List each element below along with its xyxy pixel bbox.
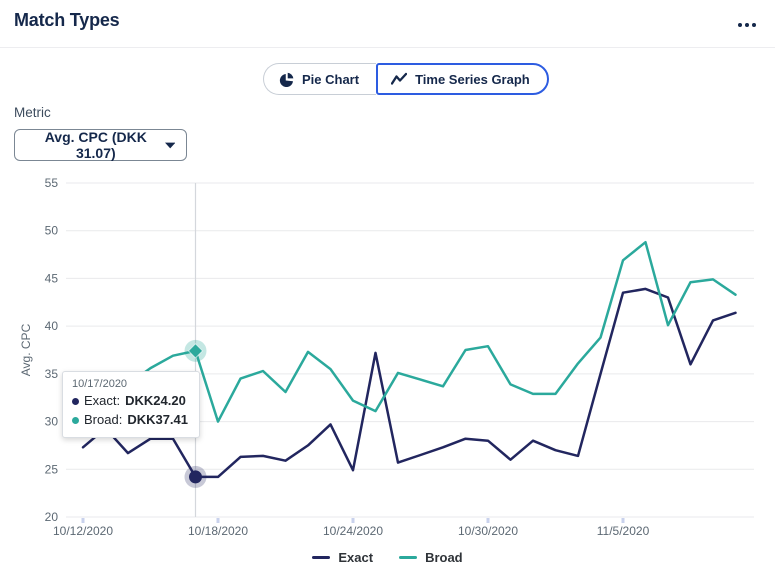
y-tick-label: 40 (45, 319, 59, 333)
x-tick-label: 10/18/2020 (188, 524, 248, 538)
tooltip-exact-label: Exact: (84, 393, 121, 408)
kebab-dot-icon (752, 23, 756, 27)
y-tick-label: 20 (45, 510, 59, 524)
y-tick-label: 30 (45, 415, 59, 429)
time-series-toggle-label: Time Series Graph (415, 71, 530, 87)
exact-line-swatch (312, 556, 331, 559)
y-tick-label: 35 (45, 367, 59, 381)
y-axis-title: Avg. CPC (19, 323, 33, 376)
time-series-toggle-button[interactable]: Time Series Graph (376, 63, 549, 95)
pie-chart-icon (279, 72, 294, 87)
exact-bullet-icon (72, 397, 79, 405)
x-tick-label: 10/12/2020 (53, 524, 113, 538)
pie-chart-toggle-button[interactable]: Pie Chart (263, 63, 377, 95)
metric-dropdown[interactable]: Avg. CPC (DKK 31.07) (14, 129, 187, 161)
chart-legend: Exact Broad (0, 550, 775, 565)
y-tick-label: 50 (45, 224, 59, 238)
chart-type-toggle: Pie Chart Time Series Graph (263, 63, 549, 95)
kebab-menu-button[interactable] (732, 16, 762, 34)
y-tick-label: 55 (45, 176, 59, 190)
tooltip-broad-row: Broad: DKK37.41 (72, 411, 188, 430)
broad-line-swatch (399, 556, 418, 559)
legend-label-broad: Broad (425, 550, 463, 565)
pie-chart-toggle-label: Pie Chart (302, 71, 360, 87)
page-title: Match Types (14, 10, 120, 30)
y-tick-label: 45 (45, 271, 59, 285)
tooltip-exact-value: DKK24.20 (125, 393, 186, 408)
metric-label: Metric (14, 105, 51, 120)
legend-item-exact[interactable]: Exact (312, 550, 373, 565)
legend-item-broad[interactable]: Broad (399, 550, 463, 565)
chart-tooltip: 10/17/2020 Exact: DKK24.20 Broad: DKK37.… (62, 371, 201, 438)
x-tick-label: 10/30/2020 (458, 524, 518, 538)
exact-series-line[interactable] (81, 287, 737, 479)
broad-highlight-marker[interactable] (187, 343, 204, 359)
tooltip-broad-label: Broad: (84, 411, 123, 427)
y-tick-label: 25 (45, 462, 59, 476)
chevron-down-icon (164, 142, 175, 148)
line-chart-icon (391, 72, 408, 85)
broad-bullet-icon (72, 416, 79, 424)
kebab-dot-icon (745, 23, 749, 27)
tooltip-exact-row: Exact: DKK24.20 (72, 392, 188, 411)
x-tick-label: 10/24/2020 (323, 524, 383, 538)
kebab-dot-icon (738, 23, 742, 27)
metric-dropdown-value: Avg. CPC (DKK 31.07) (44, 129, 147, 161)
tooltip-date: 10/17/2020 (72, 378, 128, 390)
x-tick-label: 11/5/2020 (597, 524, 650, 538)
tooltip-broad-value: DKK37.41 (127, 411, 189, 427)
legend-label-exact: Exact (338, 550, 374, 565)
header-divider (0, 47, 775, 48)
exact-highlight-marker[interactable] (189, 470, 202, 484)
